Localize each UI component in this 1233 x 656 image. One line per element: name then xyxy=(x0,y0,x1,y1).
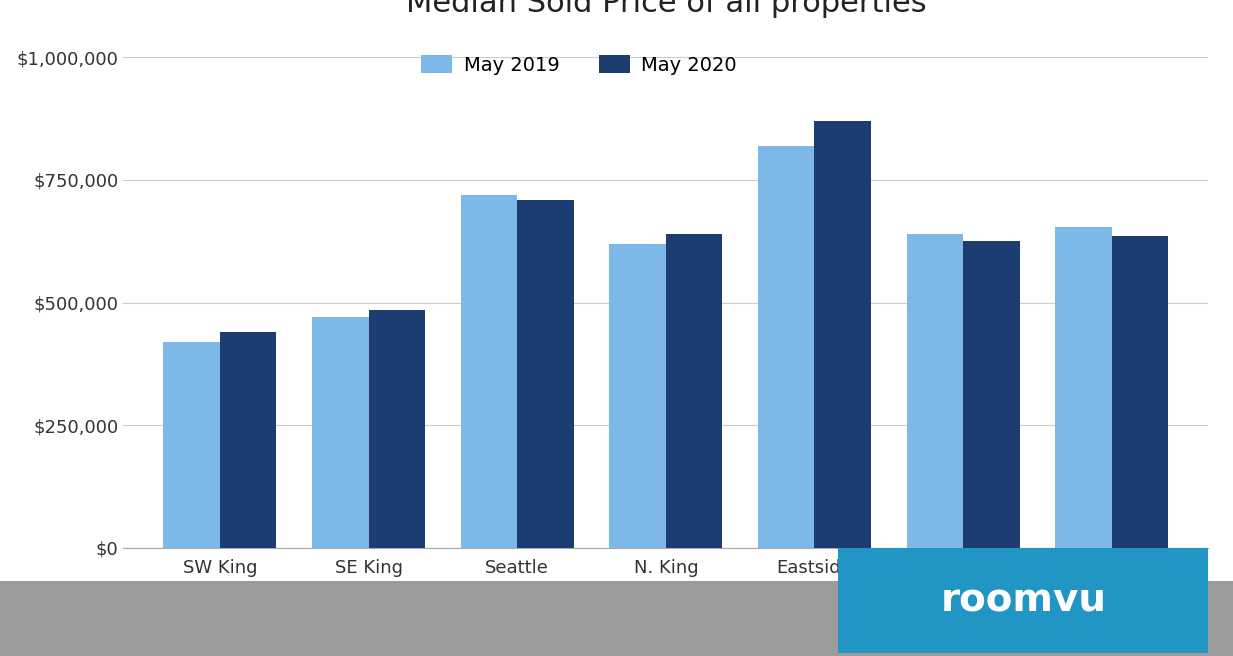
Bar xyxy=(815,121,870,548)
Bar xyxy=(219,332,276,548)
Bar xyxy=(963,241,1020,548)
Bar xyxy=(312,318,369,548)
Bar xyxy=(1055,226,1112,548)
Bar xyxy=(164,342,219,548)
Bar xyxy=(906,234,963,548)
Bar xyxy=(369,310,425,548)
Bar xyxy=(758,146,815,548)
Legend: May 2019, May 2020: May 2019, May 2020 xyxy=(413,48,745,83)
Bar xyxy=(517,199,573,548)
Bar xyxy=(609,243,666,548)
Bar xyxy=(461,195,517,548)
Bar xyxy=(1112,236,1168,548)
Text: roomvu: roomvu xyxy=(941,581,1106,619)
Bar xyxy=(666,234,723,548)
Title: Median Sold Price of all properties: Median Sold Price of all properties xyxy=(406,0,926,18)
